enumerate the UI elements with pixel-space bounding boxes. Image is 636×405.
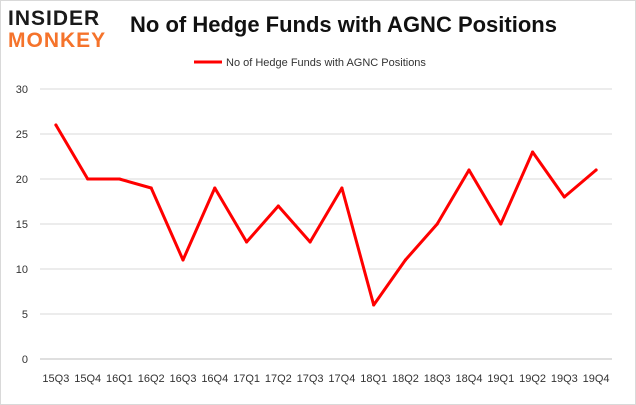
- series-group: [54, 123, 598, 307]
- series-line-0: [54, 123, 598, 307]
- data-point: [467, 168, 471, 172]
- data-point: [562, 195, 566, 199]
- data-point: [181, 258, 185, 262]
- x-tick-label: 18Q4: [456, 373, 483, 385]
- data-point: [531, 150, 535, 154]
- data-point: [372, 303, 376, 307]
- legend-label: No of Hedge Funds with AGNC Positions: [226, 57, 426, 69]
- data-point: [86, 177, 90, 181]
- y-tick-label: 25: [16, 129, 28, 141]
- x-tick-label: 15Q3: [42, 373, 69, 385]
- x-tick-label: 19Q2: [519, 373, 546, 385]
- x-tick-label: 19Q4: [583, 373, 610, 385]
- data-point: [276, 204, 280, 208]
- x-tick-label: 19Q1: [487, 373, 514, 385]
- x-tick-label: 18Q3: [424, 373, 451, 385]
- data-point: [54, 123, 58, 127]
- x-tick-label: 15Q4: [74, 373, 101, 385]
- x-tick-label: 16Q1: [106, 373, 133, 385]
- x-tick-label: 19Q3: [551, 373, 578, 385]
- data-point: [594, 168, 598, 172]
- legend: No of Hedge Funds with AGNC Positions: [194, 57, 426, 69]
- x-tick-label: 16Q2: [138, 373, 165, 385]
- data-point: [308, 240, 312, 244]
- y-tick-label: 20: [16, 174, 28, 186]
- x-tick-label: 17Q4: [328, 373, 355, 385]
- y-axis-ticks: 0 5 10 15 20 25 30: [16, 84, 28, 366]
- data-point: [499, 222, 503, 226]
- data-point: [117, 177, 121, 181]
- insider-monkey-logo: INSIDER MONKEY: [8, 6, 116, 54]
- data-point: [149, 186, 153, 190]
- logo-text-insider: INSIDER: [8, 7, 101, 30]
- y-tick-label: 15: [16, 219, 28, 231]
- x-tick-label: 17Q2: [265, 373, 292, 385]
- x-axis-ticks: 15Q3 15Q4 16Q1 16Q2 16Q3 16Q4 17Q1 17Q2 17Q3 17Q4…: [42, 373, 609, 385]
- y-tick-label: 30: [16, 84, 28, 96]
- y-tick-label: 10: [16, 264, 28, 276]
- y-tick-label: 0: [22, 354, 28, 366]
- x-tick-label: 16Q4: [201, 373, 228, 385]
- data-point: [403, 258, 407, 262]
- chart-title: No of Hedge Funds with AGNC Positions: [130, 12, 557, 37]
- x-tick-label: 16Q3: [170, 373, 197, 385]
- x-tick-label: 17Q3: [297, 373, 324, 385]
- data-point: [213, 186, 217, 190]
- data-point: [245, 240, 249, 244]
- data-point: [435, 222, 439, 226]
- x-tick-label: 18Q2: [392, 373, 419, 385]
- x-tick-label: 18Q1: [360, 373, 387, 385]
- gridlines: [40, 88, 612, 360]
- y-tick-label: 5: [22, 309, 28, 321]
- x-tick-label: 17Q1: [233, 373, 260, 385]
- data-point: [340, 186, 344, 190]
- logo-text-monkey: MONKEY: [8, 29, 107, 52]
